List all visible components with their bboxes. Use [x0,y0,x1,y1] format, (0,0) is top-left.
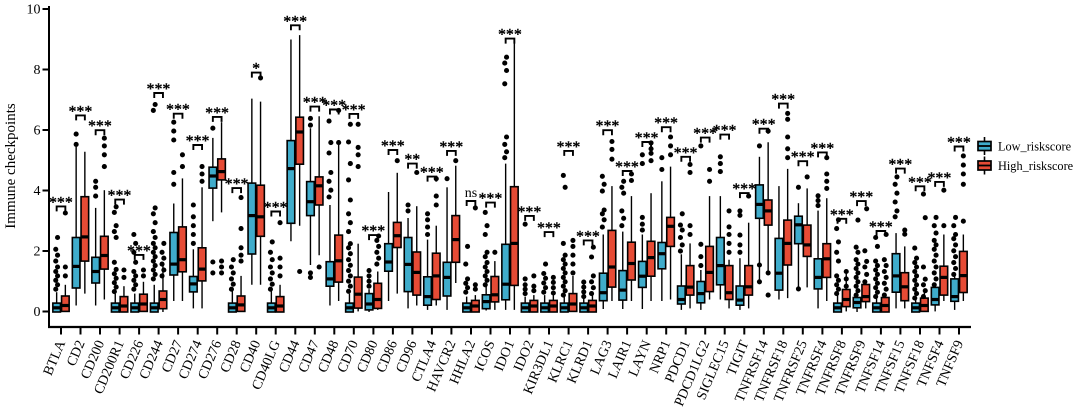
svg-text:***: *** [810,140,834,157]
svg-text:***: *** [557,139,581,156]
svg-text:***: *** [947,135,971,152]
svg-text:10: 10 [27,3,41,18]
svg-text:***: *** [908,174,932,191]
svg-text:4: 4 [34,184,41,199]
svg-text:***: *** [830,207,854,224]
svg-text:***: *** [166,102,190,119]
svg-text:***: *** [771,92,795,109]
svg-text:***: *** [225,176,249,193]
svg-text:Low_riskscore: Low_riskscore [998,140,1072,154]
svg-text:***: *** [576,228,600,245]
svg-text:***: *** [635,130,659,147]
svg-text:6: 6 [34,124,41,139]
svg-text:***: *** [186,133,210,150]
svg-text:High_riskscore: High_riskscore [998,159,1074,173]
svg-text:**: ** [404,152,420,169]
svg-text:***: *** [303,95,327,112]
svg-text:***: *** [283,13,307,30]
svg-text:8: 8 [34,63,41,78]
svg-text:***: *** [615,159,639,176]
svg-text:***: *** [537,220,561,237]
svg-text:***: *** [732,181,756,198]
svg-text:***: *** [361,223,385,240]
svg-text:***: *** [342,102,366,119]
svg-text:***: *** [674,145,698,162]
svg-text:***: *** [849,189,873,206]
svg-text:***: *** [518,204,542,221]
svg-text:Immune checkpoints: Immune checkpoints [3,103,19,229]
svg-text:***: *** [498,27,522,44]
svg-text:***: *** [713,123,737,140]
svg-text:***: *** [752,117,776,134]
svg-text:***: *** [869,219,893,236]
svg-text:***: *** [888,157,912,174]
svg-text:*: * [252,61,260,78]
svg-text:***: *** [693,126,717,143]
svg-text:0: 0 [34,305,41,320]
svg-text:***: *** [49,194,73,211]
svg-text:***: *** [479,191,503,208]
svg-text:***: *** [928,170,952,187]
svg-text:***: *** [381,138,405,155]
svg-text:***: *** [147,81,171,98]
svg-text:***: *** [654,115,678,132]
svg-text:***: *** [205,105,229,122]
svg-text:***: *** [420,165,444,182]
svg-text:2: 2 [34,245,41,260]
svg-text:***: *** [596,118,620,135]
svg-text:***: *** [791,149,815,166]
svg-text:***: *** [264,200,288,217]
svg-text:ns: ns [465,186,477,201]
svg-text:***: *** [88,118,112,135]
svg-text:***: *** [108,188,132,205]
svg-text:***: *** [322,98,346,115]
svg-text:***: *** [69,103,93,120]
svg-text:***: *** [439,139,463,156]
svg-text:***: *** [127,243,151,260]
